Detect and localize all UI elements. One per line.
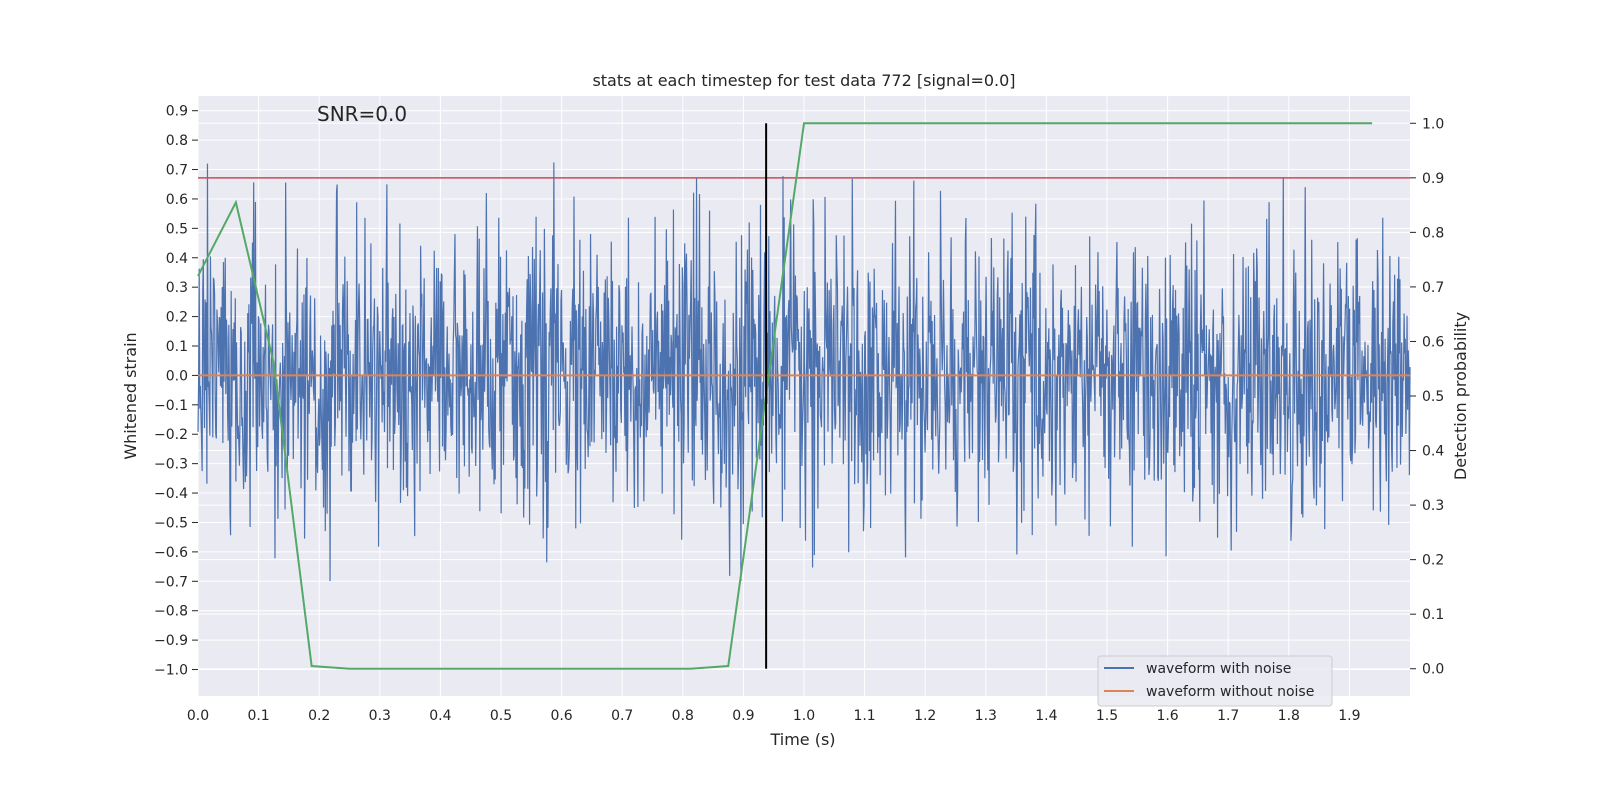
x-tick-label: 1.2	[914, 708, 936, 724]
y-right-tick-label: 1.0	[1422, 116, 1444, 132]
x-tick-label: 1.0	[793, 708, 815, 724]
x-tick-label: 1.5	[1096, 708, 1118, 724]
y-tick-label: −0.4	[154, 486, 188, 502]
y-right-tick-label: 0.7	[1422, 280, 1444, 296]
y-tick-label: −0.3	[154, 457, 188, 473]
y-right-axis-ticks: 1.0 0.9 0.8 0.7 0.6 0.5 0.4 0.3 0.2 0.1 0.0	[1410, 116, 1444, 678]
x-tick-label: 1.6	[1156, 708, 1178, 724]
y-right-tick-label: 0.8	[1422, 225, 1444, 241]
x-tick-label: 0.1	[247, 708, 269, 724]
x-tick-label: 1.9	[1338, 708, 1360, 724]
y-right-tick-label: 0.3	[1422, 498, 1444, 514]
y-tick-label: 0.5	[166, 221, 188, 237]
x-tick-label: 0.0	[187, 708, 209, 724]
y-tick-label: 0.0	[166, 368, 188, 384]
y-tick-label: 0.1	[166, 339, 188, 355]
y-right-tick-label: 0.4	[1422, 444, 1444, 460]
y-tick-label: 0.2	[166, 310, 188, 326]
y-axis-ticks: 0.9 0.8 0.7 0.6 0.5 0.4 0.3 0.2 0.1 0.0 −0.1 −0.2 −0…	[154, 104, 198, 679]
x-tick-label: 0.4	[429, 708, 451, 724]
chart-title: stats at each timestep for test data 772…	[592, 71, 1015, 90]
y-tick-label: −0.9	[154, 633, 188, 649]
series-layer	[197, 122, 1411, 670]
snr-annotation: SNR=0.0	[317, 102, 407, 126]
y-right-tick-label: 0.9	[1422, 171, 1444, 187]
x-tick-label: 0.8	[672, 708, 694, 724]
y-tick-label: −0.2	[154, 427, 188, 443]
x-tick-label: 1.7	[1217, 708, 1239, 724]
y-tick-label: −0.8	[154, 604, 188, 620]
legend-box	[1097, 655, 1333, 707]
y-tick-label: −0.1	[154, 398, 188, 414]
y-tick-label: 0.4	[166, 251, 188, 267]
x-tick-label: 1.1	[853, 708, 875, 724]
y-right-axis-label: Detection probability	[1451, 312, 1470, 480]
x-tick-label: 0.5	[490, 708, 512, 724]
x-tick-label: 1.8	[1278, 708, 1300, 724]
x-axis-label: Time (s)	[769, 730, 835, 749]
legend-label-noise: waveform with noise	[1146, 661, 1291, 677]
legend-label-clean: waveform without noise	[1146, 684, 1314, 700]
x-tick-label: 1.4	[1035, 708, 1057, 724]
y-axis-label: Whitened strain	[121, 332, 140, 459]
x-tick-label: 0.7	[611, 708, 633, 724]
series-detection-probability	[197, 122, 1373, 670]
y-tick-label: −1.0	[154, 663, 188, 679]
x-tick-label: 0.2	[308, 708, 330, 724]
x-tick-label: 1.3	[975, 708, 997, 724]
legend: waveform with noise waveform without noi…	[1097, 655, 1333, 707]
y-tick-label: −0.5	[154, 515, 188, 531]
y-right-tick-label: 0.1	[1422, 607, 1444, 623]
x-axis-ticks: 0.0 0.1 0.2 0.3 0.4 0.5 0.6 0.7 0.8 0.9 1.0 1.1 1.2 1…	[187, 708, 1361, 724]
y-right-tick-label: 0.2	[1422, 553, 1444, 569]
y-right-tick-label: 0.6	[1422, 334, 1444, 350]
y-tick-label: 0.8	[166, 133, 188, 149]
y-right-tick-label: 0.0	[1422, 662, 1444, 678]
y-tick-label: 0.7	[166, 163, 188, 179]
y-tick-label: 0.3	[166, 280, 188, 296]
y-right-tick-label: 0.5	[1422, 389, 1444, 405]
y-tick-label: −0.7	[154, 574, 188, 590]
y-tick-label: −0.6	[154, 545, 188, 561]
x-tick-label: 0.9	[732, 708, 754, 724]
y-tick-label: 0.9	[166, 104, 188, 120]
x-tick-label: 0.3	[369, 708, 391, 724]
x-tick-label: 0.6	[550, 708, 572, 724]
y-tick-label: 0.6	[166, 192, 188, 208]
